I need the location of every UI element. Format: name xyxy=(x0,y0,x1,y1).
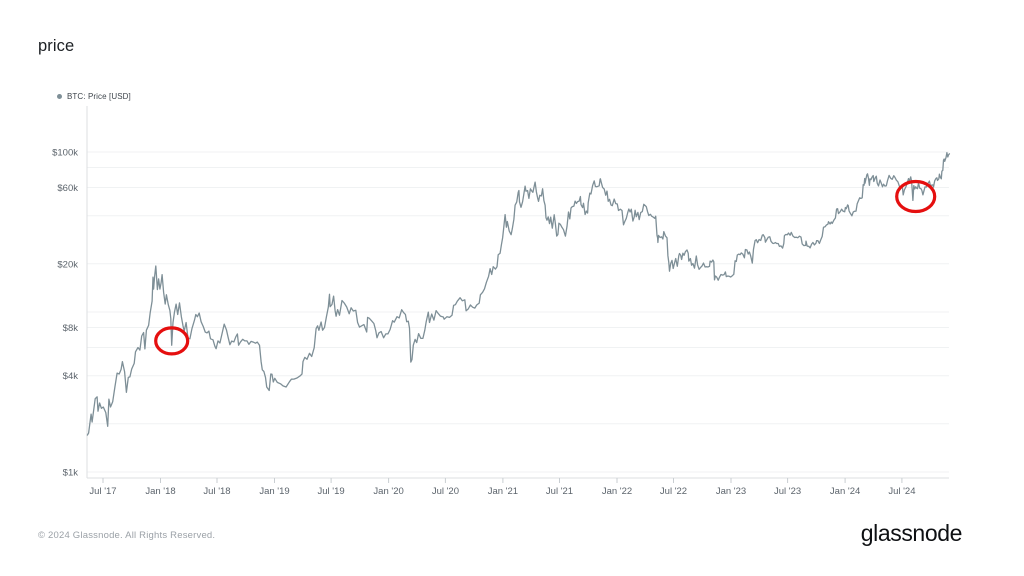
y-axis-label: $20k xyxy=(57,259,78,270)
y-axis-label: $4k xyxy=(63,371,79,382)
btc-price-line xyxy=(86,152,951,436)
annotation-circle-1 xyxy=(154,326,190,356)
x-axis-label: Jul '24 xyxy=(888,486,915,497)
x-axis-label: Jul '19 xyxy=(318,486,345,497)
glassnode-logo: glassnode xyxy=(860,520,963,546)
x-axis-label: Jul '21 xyxy=(546,486,573,497)
x-axis-label: Jan '19 xyxy=(259,486,289,497)
y-axis-label: $8k xyxy=(63,323,79,334)
footer-copyright: © 2024 Glassnode. All Rights Reserved. xyxy=(38,530,216,541)
legend-label: BTC: Price [USD] xyxy=(67,92,131,101)
x-axis-label: Jan '23 xyxy=(716,486,746,497)
x-axis-label: Jan '21 xyxy=(488,486,518,497)
x-axis-label: Jul '23 xyxy=(774,486,801,497)
page-title: price xyxy=(38,37,75,55)
y-axis-label: $60k xyxy=(57,183,78,194)
x-axis-label: Jul '17 xyxy=(89,486,116,497)
y-axis-label: $100k xyxy=(52,148,78,159)
y-axis-label: $1k xyxy=(63,468,79,479)
x-axis-label: Jan '20 xyxy=(373,486,403,497)
annotation-circle-2 xyxy=(895,179,937,214)
x-axis-label: Jan '24 xyxy=(830,486,860,497)
x-axis-label: Jul '20 xyxy=(432,486,459,497)
x-axis-label: Jul '22 xyxy=(660,486,687,497)
x-axis-label: Jan '22 xyxy=(602,486,632,497)
x-axis-label: Jul '18 xyxy=(203,486,230,497)
legend-dot-icon xyxy=(57,94,62,99)
x-axis-label: Jan '18 xyxy=(145,486,175,497)
chart-legend[interactable]: BTC: Price [USD] xyxy=(57,92,131,101)
